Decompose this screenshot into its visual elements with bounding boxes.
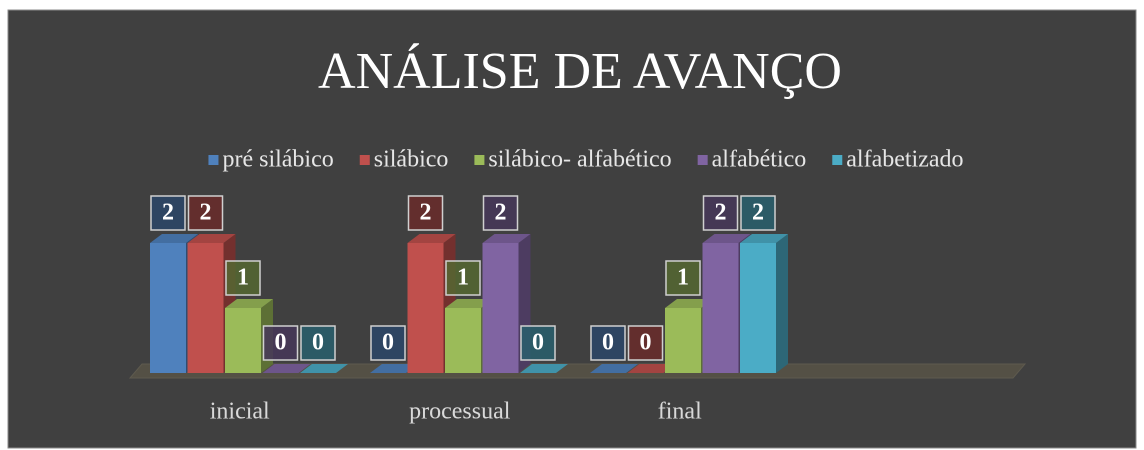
- bar-top: [370, 364, 418, 373]
- bar-side: [776, 234, 788, 373]
- x-tick-label: processual: [409, 399, 511, 425]
- legend-swatch: [474, 155, 485, 165]
- data-label-box: [262, 325, 299, 361]
- data-label: 2: [752, 200, 764, 226]
- data-label: 1: [237, 265, 249, 291]
- data-label: 2: [162, 200, 174, 226]
- floor: [128, 363, 1027, 379]
- legend-label: pré silábico: [222, 147, 333, 173]
- data-label-box: [150, 195, 186, 231]
- bar-top: [590, 364, 638, 373]
- legend-swatch: [697, 155, 708, 165]
- legend-label: silábico: [374, 147, 449, 173]
- bar: [187, 243, 224, 373]
- legend-swatch: [832, 155, 843, 165]
- data-label-box: [300, 325, 336, 361]
- data-label-box: [520, 325, 556, 361]
- legend-label: alfabetizado: [846, 147, 963, 173]
- data-label: 2: [495, 200, 507, 226]
- data-label: 0: [275, 330, 287, 356]
- bar: [225, 308, 261, 373]
- bar: [150, 243, 186, 373]
- legend-swatch: [359, 155, 370, 165]
- data-label: 0: [532, 330, 544, 356]
- data-label: 2: [420, 200, 432, 226]
- data-label: 0: [602, 330, 614, 356]
- legend-label: silábico- alfabético: [488, 147, 671, 173]
- data-label: 0: [382, 330, 394, 356]
- bar-top: [627, 364, 676, 373]
- data-label-box: [665, 260, 701, 296]
- bar-top: [407, 234, 456, 243]
- bar: [702, 243, 739, 373]
- bar-top: [225, 299, 273, 308]
- chart-title: ANÁLISE DE AVANÇO: [318, 42, 842, 100]
- x-tick-label: inicial: [210, 399, 270, 425]
- data-label-box: [740, 195, 776, 231]
- data-label-box: [482, 195, 519, 231]
- data-label: 2: [715, 200, 727, 226]
- data-label-box: [702, 195, 739, 231]
- bar-top: [187, 234, 236, 243]
- bar-top: [262, 364, 311, 373]
- x-tick-label: final: [658, 399, 702, 425]
- bar: [665, 308, 701, 373]
- data-label: 1: [677, 265, 689, 291]
- bar-top: [665, 299, 713, 308]
- bar-top: [740, 234, 788, 243]
- bar: [445, 308, 481, 373]
- data-label: 0: [312, 330, 324, 356]
- bar-top: [150, 234, 198, 243]
- bar: [740, 243, 776, 373]
- data-label-box: [187, 195, 224, 231]
- legend-label: alfabético: [712, 147, 807, 173]
- bar: [482, 243, 519, 373]
- data-label-box: [590, 325, 626, 361]
- bar-top: [445, 299, 493, 308]
- bar-top: [520, 364, 568, 373]
- bar-top: [482, 234, 531, 243]
- data-label: 2: [200, 200, 212, 226]
- bar-top: [300, 364, 348, 373]
- data-label: 0: [640, 330, 652, 356]
- bar: [407, 243, 444, 373]
- data-label-box: [225, 260, 261, 296]
- legend-swatch: [208, 155, 219, 165]
- data-label-box: [445, 260, 481, 296]
- bar-top: [702, 234, 751, 243]
- data-label-box: [407, 195, 444, 231]
- data-label: 1: [457, 265, 469, 291]
- data-label-box: [627, 325, 664, 361]
- data-label-box: [370, 325, 406, 361]
